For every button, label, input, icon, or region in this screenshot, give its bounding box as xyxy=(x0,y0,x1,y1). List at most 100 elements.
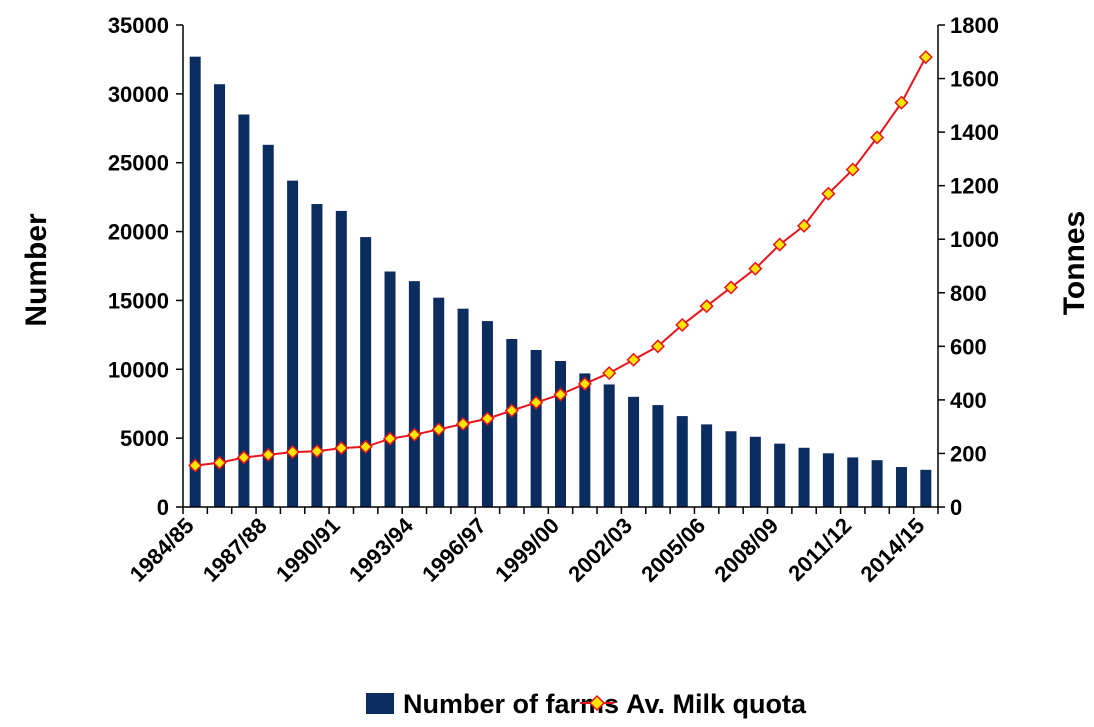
y-tick-label: 0 xyxy=(157,495,169,520)
bar-1999-00 xyxy=(555,361,566,507)
bar-1987-88 xyxy=(262,144,274,507)
y-axis-title: Number xyxy=(20,213,53,327)
x-tick-label: 1996/97 xyxy=(417,513,491,587)
milk-quota-point-2008-09 xyxy=(772,237,787,252)
bar-1994-95 xyxy=(433,297,445,507)
y-tick-label: 35000 xyxy=(108,13,169,38)
y2-tick-label: 1200 xyxy=(950,174,999,199)
y2-tick-label: 600 xyxy=(950,334,987,359)
milk-quota-point-1984-85 xyxy=(188,458,203,473)
x-tick-label: 1999/00 xyxy=(490,513,564,587)
milk-quota-point-1990-91 xyxy=(334,441,349,456)
bar-2008-09 xyxy=(774,443,786,507)
milk-quota-point-2013-14 xyxy=(894,95,909,110)
bar-1989-90 xyxy=(311,204,323,507)
y-tick-label: 20000 xyxy=(108,220,169,245)
y-tick-label: 30000 xyxy=(108,82,169,107)
milk-quota-point-2005-06 xyxy=(699,299,714,314)
milk-quota-point-1995-96 xyxy=(456,416,471,432)
bar-1986-87 xyxy=(238,114,250,507)
bar-2014-15 xyxy=(920,469,932,507)
x-tick-label: 2002/03 xyxy=(563,513,637,587)
bar-2004-05 xyxy=(676,416,688,507)
legend: Number of farms Av. Milk quota xyxy=(366,689,807,719)
milk-quota-point-1999-00 xyxy=(553,387,568,402)
y2-tick-label: 1800 xyxy=(950,13,999,38)
bar-2011-12 xyxy=(847,457,859,507)
bar-2009-10 xyxy=(798,447,810,507)
y-tick-label: 5000 xyxy=(120,426,169,451)
legend-label-av-milk-quota: Av. Milk quota xyxy=(626,689,807,719)
y2-tick-label: 1000 xyxy=(950,227,999,252)
bar-1995-96 xyxy=(457,308,469,507)
bar-2000-01 xyxy=(579,373,591,507)
y2-tick-label: 1400 xyxy=(950,120,999,145)
milk-quota-point-2007-08 xyxy=(748,261,763,276)
x-tick-label: 1987/88 xyxy=(198,513,272,587)
milk-quota-point-2001-02 xyxy=(602,366,617,381)
milk-quota-point-1997-98 xyxy=(504,403,519,418)
legend-swatch-number-of-farms xyxy=(366,693,394,714)
y-tick-label: 25000 xyxy=(108,151,169,176)
bar-1992-93 xyxy=(384,271,396,507)
bar-series-number-of-farms xyxy=(189,56,932,508)
milk-quota-point-2003-04 xyxy=(650,339,665,354)
x-tick-label: 2011/12 xyxy=(783,513,856,586)
milk-quota-point-1988-89 xyxy=(285,445,300,460)
bar-2005-06 xyxy=(701,424,713,507)
bar-2001-02 xyxy=(603,384,615,507)
y-tick-label: 15000 xyxy=(108,288,169,313)
milk-quota-point-1987-88 xyxy=(261,447,276,462)
y-tick-label: 10000 xyxy=(108,357,169,382)
y2-axis-title: Tonnes xyxy=(1058,211,1091,315)
milk-quota-point-2009-10 xyxy=(796,218,812,233)
milk-quota-point-2000-01 xyxy=(577,376,592,391)
milk-quota-point-1986-87 xyxy=(236,450,251,465)
bar-2010-11 xyxy=(822,453,834,507)
milk-quota-point-1998-99 xyxy=(529,395,544,410)
x-tick-label: 1990/91 xyxy=(271,513,345,587)
milk-quota-point-2010-11 xyxy=(821,186,836,201)
milk-quota-point-1993-94 xyxy=(407,427,422,442)
milk-quota-point-2002-03 xyxy=(626,352,641,367)
x-tick-label: 2014/15 xyxy=(855,513,929,587)
line-series-av-milk-quota xyxy=(188,50,933,473)
x-tick-label: 1993/94 xyxy=(344,512,418,586)
milk-quota-point-2006-07 xyxy=(723,280,739,295)
bar-1984-85 xyxy=(189,56,201,508)
milk-quota-point-1985-86 xyxy=(212,455,227,470)
milk-quota-point-2011-12 xyxy=(845,162,860,177)
y2-tick-label: 1600 xyxy=(950,67,999,92)
y2-tick-label: 200 xyxy=(950,441,987,466)
bar-1985-86 xyxy=(214,84,226,507)
milk-quota-point-1994-95 xyxy=(431,422,446,437)
bar-2007-08 xyxy=(749,436,761,507)
y2-tick-label: 800 xyxy=(950,281,987,306)
milk-quota-point-1996-97 xyxy=(480,411,495,426)
bar-2006-07 xyxy=(725,431,737,507)
x-axis-tick-labels: 1984/85 1987/88 1990/91 1993/94 1996/97 1999/… xyxy=(125,512,930,586)
axes xyxy=(176,24,945,514)
milk-quota-point-1992-93 xyxy=(382,431,398,446)
bar-1990-91 xyxy=(335,210,347,507)
milk-quota-point-2012-13 xyxy=(870,130,885,145)
milk-quota-point-1991-92 xyxy=(358,439,373,454)
legend-marker-av-milk-quota xyxy=(588,694,606,712)
x-tick-label: 2005/06 xyxy=(636,513,710,587)
x-tick-label: 1984/85 xyxy=(125,513,199,587)
y2-tick-label: 400 xyxy=(950,388,987,413)
y2-tick-label: 0 xyxy=(950,495,962,520)
milk-quota-point-2014-15 xyxy=(918,50,933,65)
bar-2012-13 xyxy=(871,460,883,507)
bar-1997-98 xyxy=(506,338,518,507)
milk-quota-point-1989-90 xyxy=(309,444,325,459)
y2-axis-tick-labels: 0 200 400 600 800 1000 1200 1400 1600 1800 xyxy=(950,13,999,520)
bar-2013-14 xyxy=(895,467,907,507)
bar-1998-99 xyxy=(530,350,542,507)
bar-1991-92 xyxy=(360,237,372,507)
bar-1993-94 xyxy=(408,281,420,507)
y-axis-tick-labels: 0 5000 10000 15000 20000 25000 30000 35000 xyxy=(108,13,169,520)
bar-1988-89 xyxy=(287,180,299,507)
milk-quota-point-2004-05 xyxy=(675,317,690,332)
